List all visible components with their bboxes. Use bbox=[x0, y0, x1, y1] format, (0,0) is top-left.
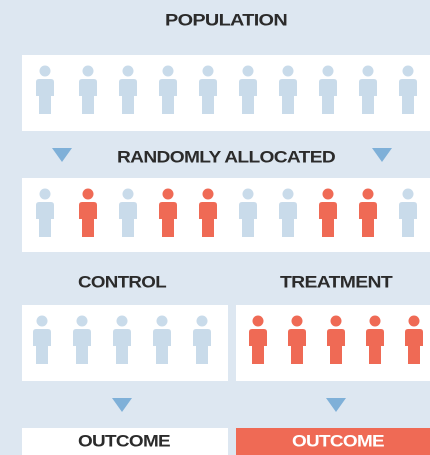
outcome-label: OUTCOME bbox=[292, 431, 384, 450]
arrow bbox=[326, 398, 346, 412]
person-icon bbox=[119, 188, 137, 237]
arrow bbox=[372, 148, 392, 162]
person-icon bbox=[249, 315, 267, 364]
person-icon bbox=[239, 65, 257, 114]
outcome-box bbox=[22, 428, 228, 455]
title: POPULATION bbox=[165, 10, 287, 29]
outcome-box bbox=[236, 428, 430, 455]
person-icon bbox=[36, 188, 54, 237]
group-label: TREATMENT bbox=[280, 272, 393, 291]
person-icon bbox=[399, 65, 417, 114]
person-icon bbox=[79, 188, 97, 237]
person-icon bbox=[199, 188, 217, 237]
person-icon bbox=[319, 65, 337, 114]
group-label: CONTROL bbox=[78, 272, 166, 291]
person-icon bbox=[327, 315, 345, 364]
person-icon bbox=[193, 315, 211, 364]
person-icon bbox=[199, 65, 217, 114]
person-icon bbox=[159, 65, 177, 114]
person-icon bbox=[33, 315, 51, 364]
person-icon bbox=[113, 315, 131, 364]
person-icon bbox=[159, 188, 177, 237]
person-icon bbox=[359, 65, 377, 114]
person-icon bbox=[288, 315, 306, 364]
outcome-label: OUTCOME bbox=[78, 431, 170, 450]
person-icon bbox=[359, 188, 377, 237]
person-icon bbox=[79, 65, 97, 114]
person-icon bbox=[279, 188, 297, 237]
person-icon bbox=[119, 65, 137, 114]
person-icon bbox=[405, 315, 423, 364]
person-icon bbox=[36, 65, 54, 114]
person-icon bbox=[366, 315, 384, 364]
allocation-label: RANDOMLY ALLOCATED bbox=[117, 147, 335, 166]
person-icon bbox=[73, 315, 91, 364]
person-icon bbox=[239, 188, 257, 237]
person-icon bbox=[279, 65, 297, 114]
arrow bbox=[52, 148, 72, 162]
arrow bbox=[112, 398, 132, 412]
person-icon bbox=[399, 188, 417, 237]
person-icon bbox=[319, 188, 337, 237]
person-icon bbox=[153, 315, 171, 364]
